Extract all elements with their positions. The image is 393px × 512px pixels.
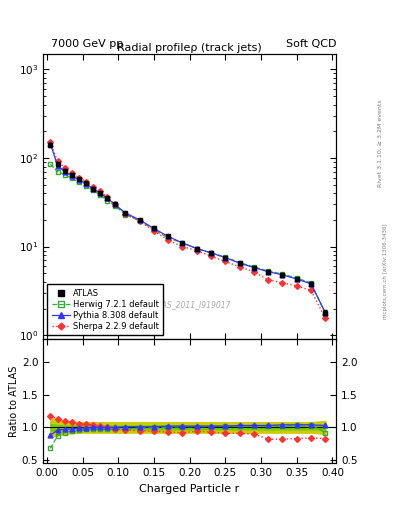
Title: Radial profileρ (track jets): Radial profileρ (track jets) [117,43,262,53]
Text: mcplots.cern.ch [arXiv:1306.3436]: mcplots.cern.ch [arXiv:1306.3436] [384,224,388,319]
Text: 7000 GeV pp: 7000 GeV pp [51,38,123,49]
Legend: ATLAS, Herwig 7.2.1 default, Pythia 8.308 default, Sherpa 2.2.9 default: ATLAS, Herwig 7.2.1 default, Pythia 8.30… [48,285,163,335]
Text: Rivet 3.1.10, ≥ 3.2M events: Rivet 3.1.10, ≥ 3.2M events [378,99,383,187]
Y-axis label: Ratio to ATLAS: Ratio to ATLAS [9,366,19,437]
Text: ATLAS_2011_I919017: ATLAS_2011_I919017 [149,301,231,309]
Text: Soft QCD: Soft QCD [286,38,336,49]
X-axis label: Charged Particle r: Charged Particle r [140,484,240,494]
